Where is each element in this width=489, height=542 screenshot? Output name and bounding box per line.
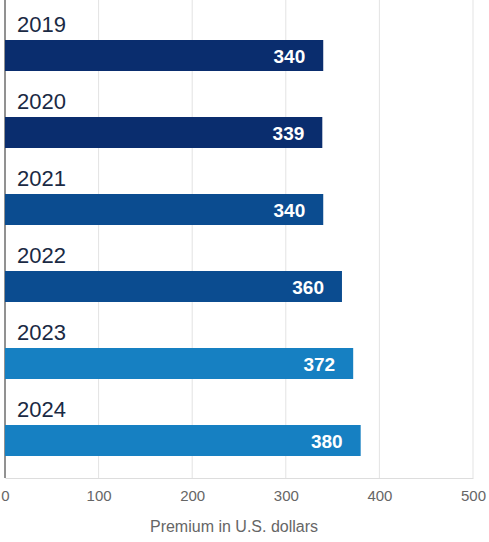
data-label: 360 [292, 277, 324, 298]
tick: 300 [274, 478, 299, 504]
bar [5, 194, 323, 225]
tick: 500 [461, 478, 486, 504]
grid [5, 0, 473, 478]
grid-line [285, 0, 286, 478]
bars [5, 40, 361, 456]
tick: 200 [180, 478, 205, 504]
axis-line [6, 478, 474, 479]
category-label: 2021 [17, 166, 66, 191]
data-label: 340 [274, 200, 306, 221]
grid-line [5, 0, 6, 478]
category-labels: 2019 2020 2021 2022 2023 2024 [17, 12, 66, 422]
tick-label: 500 [461, 487, 486, 504]
baseline [5, 0, 6, 478]
bar [5, 425, 361, 456]
tick: 100 [87, 478, 112, 504]
tick: 0 [1, 478, 9, 504]
data-labels: 340 339 340 360 372 380 [273, 46, 343, 452]
tick-label: 0 [1, 487, 9, 504]
tick-label: 400 [367, 487, 392, 504]
bar [5, 117, 322, 148]
grid-line [98, 0, 99, 478]
chart-svg: 2019202020212022202320243403393403603723… [0, 0, 489, 542]
data-label: 372 [303, 354, 335, 375]
tick-label: 300 [274, 487, 299, 504]
x-axis: 0 100 200 300 400 500 [1, 478, 486, 504]
category-label: 2019 [17, 12, 66, 37]
grid-line [379, 0, 380, 478]
bar [5, 348, 353, 379]
tick-label: 100 [87, 487, 112, 504]
chart-container: 2019202020212022202320243403393403603723… [0, 0, 489, 542]
grid-line [192, 0, 193, 478]
tick-label: 200 [180, 487, 205, 504]
category-label: 2020 [17, 89, 66, 114]
bar [5, 40, 323, 71]
bar [5, 271, 342, 302]
tick: 400 [367, 478, 392, 504]
axis-title: Premium in U.S. dollars [150, 518, 318, 535]
data-label: 340 [274, 46, 306, 67]
category-label: 2024 [17, 397, 66, 422]
grid-line [473, 0, 474, 478]
data-label: 380 [311, 431, 343, 452]
data-label: 339 [273, 123, 305, 144]
category-label: 2023 [17, 320, 66, 345]
category-label: 2022 [17, 243, 66, 268]
